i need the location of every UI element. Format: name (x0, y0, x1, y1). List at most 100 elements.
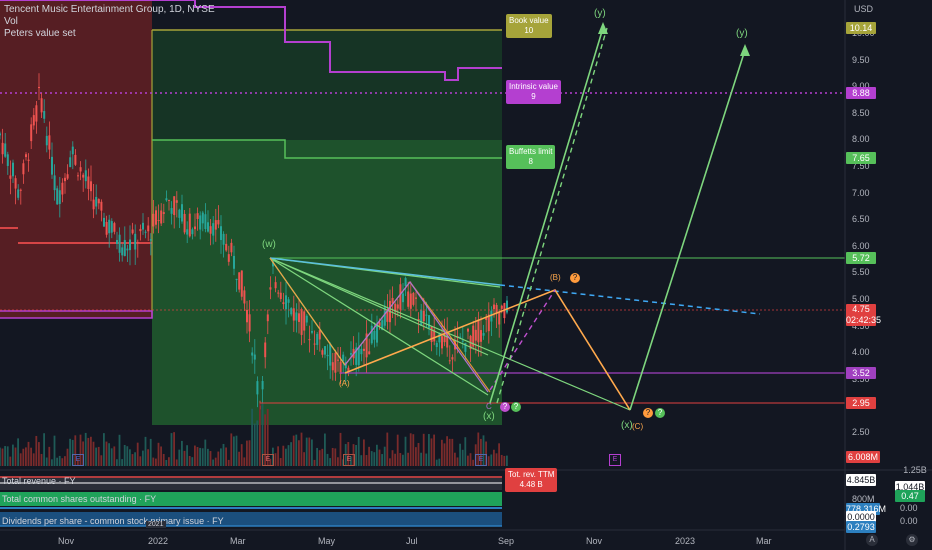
volume-bar (500, 454, 503, 466)
earnings-marker-icon-4[interactable]: E (475, 454, 487, 466)
volume-bar (103, 433, 105, 466)
volume-bar (240, 444, 243, 466)
volume-bar (188, 455, 191, 466)
candle-body (461, 340, 464, 342)
candle-body (334, 352, 337, 373)
candle-body (30, 124, 33, 142)
candle-body (342, 354, 345, 362)
volume-bar (56, 457, 58, 466)
candle-body (246, 309, 248, 323)
volume-bar (451, 438, 454, 466)
volume-bar (272, 447, 274, 466)
buffett-limit-number: 8 (528, 157, 533, 166)
volume-bar (74, 435, 77, 466)
candle-body (269, 287, 272, 290)
candle-body (412, 292, 415, 305)
candle-body (287, 299, 290, 303)
volume-bar (183, 450, 186, 466)
volume-bar (118, 434, 121, 466)
question-icon-c1[interactable]: ? (500, 402, 510, 412)
volume-bar (506, 455, 508, 466)
volume-bar (420, 452, 422, 466)
y-tick-label: 4.00 (852, 347, 870, 358)
candle-body (9, 175, 12, 179)
volume-bar (175, 459, 178, 466)
question-icon-x2a[interactable]: ? (643, 408, 653, 418)
candle-body (378, 322, 381, 326)
volume-bar (126, 446, 129, 466)
candle-body (170, 208, 173, 214)
volume-bar (472, 459, 474, 466)
candle-body (227, 254, 230, 262)
candle-body (58, 190, 61, 204)
candle-body (142, 222, 144, 230)
candle-body (256, 381, 259, 395)
question-icon-b[interactable]: ? (570, 273, 580, 283)
volume-bar (32, 453, 35, 466)
volume-bar (396, 434, 399, 466)
candle-body (326, 354, 329, 357)
candle-body (313, 343, 316, 345)
volume-bar (152, 457, 155, 466)
vol-indicator-label[interactable]: Vol (4, 16, 18, 27)
candle-body (32, 115, 35, 126)
question-icon-c2[interactable]: ? (511, 402, 521, 412)
question-icon-x2b[interactable]: ? (655, 408, 665, 418)
candle-body (482, 333, 485, 336)
chart-legend: Tencent Music Entertainment Group, 1D, N… (4, 4, 215, 40)
volume-bar (71, 439, 74, 466)
volume-bar (90, 436, 92, 466)
volume-bar (344, 444, 347, 466)
earnings-marker-icon-2[interactable]: E (262, 454, 274, 466)
candle-body (495, 304, 498, 314)
volume-bar (238, 451, 240, 466)
volume-bar (454, 452, 456, 466)
tag-level-3-52: 3.52 (846, 367, 876, 379)
volume-bar (339, 432, 342, 466)
earnings-marker-icon-5[interactable]: E (609, 454, 621, 466)
settings-gear-icon[interactable]: ⚙ (906, 534, 918, 546)
volume-bar (365, 455, 368, 466)
candle-body (35, 105, 38, 122)
volume-bar (305, 437, 308, 466)
candle-body (194, 226, 196, 230)
total-revenue-label[interactable]: Total revenue · FY (2, 476, 76, 486)
volume-bar (173, 432, 175, 466)
volume-bar (220, 448, 222, 466)
candle-body (417, 318, 420, 320)
candle-body (404, 278, 407, 286)
volume-bar (308, 437, 311, 466)
volume-bar (48, 446, 51, 466)
wave-label-w: (w) (262, 239, 276, 250)
volume-bar (149, 438, 152, 466)
volume-bar (14, 447, 17, 466)
peters-indicator-label[interactable]: Peters value set (4, 28, 76, 39)
candle-body (17, 189, 20, 198)
volume-bar (477, 432, 480, 466)
symbol-title[interactable]: Tencent Music Entertainment Group, 1D, N… (4, 4, 215, 15)
volume-bar (84, 432, 87, 466)
volume-bar (487, 456, 490, 466)
dividends-band (0, 512, 502, 526)
earnings-marker-icon[interactable]: E (72, 454, 84, 466)
candle-body (386, 309, 389, 322)
volume-bar (168, 457, 170, 466)
auto-scale-icon[interactable]: A (866, 534, 878, 546)
arrowhead-1 (598, 22, 608, 34)
y-tick-label: 6.00 (852, 240, 870, 251)
candle-body (300, 309, 303, 335)
volume-bar (381, 454, 383, 466)
wave-label-x1: (x) (483, 411, 495, 422)
wave-label-c: C (486, 402, 492, 411)
candle-body (147, 225, 150, 232)
projection-arrow-1 (489, 27, 604, 404)
volume-bar (82, 441, 84, 466)
candle-body (53, 175, 56, 191)
earnings-marker-icon-3[interactable]: E (343, 454, 355, 466)
dividends-label[interactable]: Dividends per share - common stock prima… (2, 516, 224, 526)
shares-outstanding-label[interactable]: Total common shares outstanding · FY (2, 494, 157, 504)
candle-body (220, 226, 222, 241)
candle-body (69, 157, 72, 168)
candle-body (303, 311, 306, 331)
